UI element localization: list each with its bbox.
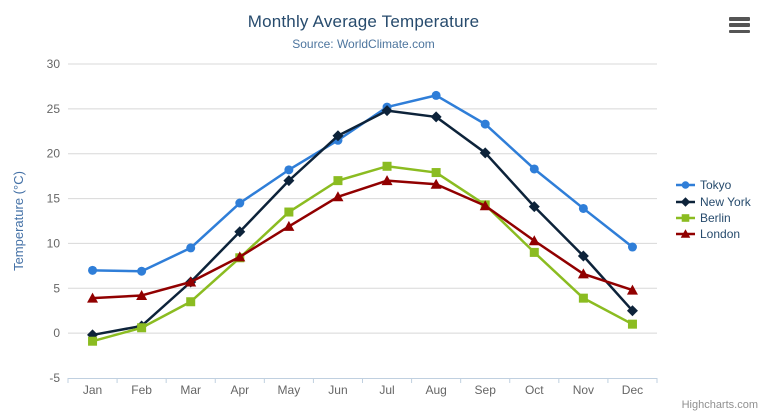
series-london-marker[interactable] — [136, 289, 148, 300]
x-axis-label: Jan — [83, 383, 102, 397]
series-berlin-marker[interactable] — [578, 293, 588, 303]
series-tokyo-marker[interactable] — [284, 165, 294, 175]
x-axis-label: Jul — [379, 383, 394, 397]
series-new-york-marker[interactable] — [430, 111, 442, 123]
x-axis-label: Dec — [622, 383, 643, 397]
x-axis-label: Sep — [475, 383, 497, 397]
series-new-york-marker[interactable] — [381, 105, 393, 117]
series-berlin-marker[interactable] — [382, 161, 392, 171]
chart-subtitle: Source: WorldClimate.com — [292, 37, 435, 51]
x-axis-label: Mar — [180, 383, 201, 397]
x-axis-label: Apr — [230, 383, 249, 397]
series-london-marker[interactable] — [234, 251, 246, 262]
series-berlin-marker[interactable] — [333, 176, 343, 186]
y-axis-label: 0 — [53, 326, 60, 340]
series-new-york-marker[interactable] — [234, 226, 246, 238]
series-berlin-marker[interactable] — [88, 336, 98, 346]
series-tokyo-marker[interactable] — [480, 119, 490, 129]
series-tokyo-marker[interactable] — [431, 90, 441, 100]
series-london-marker[interactable] — [430, 178, 442, 189]
series-new-york-marker[interactable] — [332, 130, 344, 142]
series-berlin-marker[interactable] — [431, 168, 441, 178]
series-tokyo-marker[interactable] — [88, 265, 98, 275]
series-london-marker[interactable] — [283, 220, 295, 231]
legend-item-label: London — [700, 227, 741, 242]
legend-item-new-york[interactable]: New York — [676, 193, 751, 209]
series-berlin-marker[interactable] — [137, 323, 147, 333]
legend: Tokyo New York Berlin London — [676, 177, 751, 243]
legend-item-label: Berlin — [700, 210, 731, 225]
series-london-marker[interactable] — [332, 191, 344, 202]
berlin-legend-marker-icon — [676, 214, 695, 222]
export-menu-button[interactable] — [729, 17, 750, 33]
series-new-york-line — [91, 109, 634, 337]
legend-item-label: Tokyo — [700, 178, 732, 193]
series-tokyo-marker[interactable] — [529, 164, 539, 174]
legend-item-london[interactable]: London — [676, 226, 751, 242]
y-axis-title: Temperature (°C) — [11, 171, 26, 271]
series-new-york-marker[interactable] — [479, 147, 491, 159]
series-london-marker[interactable] — [185, 276, 197, 287]
x-axis-label: Feb — [131, 383, 152, 397]
series-london-marker[interactable] — [528, 235, 540, 246]
series-berlin-marker[interactable] — [529, 247, 539, 257]
hamburger-menu-icon — [729, 23, 750, 27]
hamburger-menu-icon — [729, 29, 750, 33]
y-axis-label: 30 — [47, 57, 61, 71]
x-axis-label: Nov — [573, 383, 594, 397]
y-axis-label: 5 — [53, 281, 60, 295]
x-axis-label: May — [278, 383, 301, 397]
series-new-york-marker[interactable] — [626, 305, 638, 317]
series-tokyo-marker[interactable] — [186, 243, 196, 253]
series-berlin-marker[interactable] — [186, 297, 196, 307]
series-london-marker[interactable] — [479, 200, 491, 211]
series-tokyo-marker[interactable] — [235, 198, 245, 208]
x-axis-label: Jun — [328, 383, 347, 397]
series-tokyo-marker[interactable] — [627, 242, 637, 252]
legend-item-label: New York — [700, 194, 751, 209]
tokyo-legend-marker-icon — [676, 181, 695, 189]
series-berlin-line — [91, 165, 634, 343]
highcharts-credit-link[interactable]: Highcharts.com — [681, 399, 758, 411]
series-tokyo-marker[interactable] — [137, 266, 147, 276]
hamburger-menu-icon — [729, 17, 750, 21]
y-axis-label: 25 — [47, 102, 61, 116]
x-axis-label: Oct — [525, 383, 544, 397]
series-london-marker[interactable] — [577, 268, 589, 279]
series-tokyo-line — [91, 94, 634, 273]
london-legend-marker-icon — [676, 229, 695, 239]
y-axis-label: 15 — [47, 192, 61, 206]
series-london-marker[interactable] — [381, 175, 393, 186]
series-berlin-marker[interactable] — [284, 207, 294, 217]
series-new-york-marker[interactable] — [283, 175, 295, 187]
chart-title: Monthly Average Temperature — [247, 12, 480, 31]
series-london-marker[interactable] — [626, 284, 638, 295]
y-axis-label: 20 — [47, 147, 61, 161]
series-berlin-marker[interactable] — [627, 319, 637, 329]
series-new-york-marker[interactable] — [528, 201, 540, 213]
series-new-york-marker[interactable] — [577, 250, 589, 262]
legend-item-berlin[interactable]: Berlin — [676, 210, 751, 226]
series-london-marker[interactable] — [87, 292, 99, 303]
y-axis-label: -5 — [49, 371, 60, 385]
series-london-line — [91, 179, 634, 300]
x-axis-label: Aug — [425, 383, 446, 397]
legend-item-tokyo[interactable]: Tokyo — [676, 177, 751, 193]
new-york-legend-marker-icon — [676, 196, 695, 207]
series-tokyo-marker[interactable] — [578, 203, 588, 213]
y-axis-label: 10 — [47, 236, 61, 250]
